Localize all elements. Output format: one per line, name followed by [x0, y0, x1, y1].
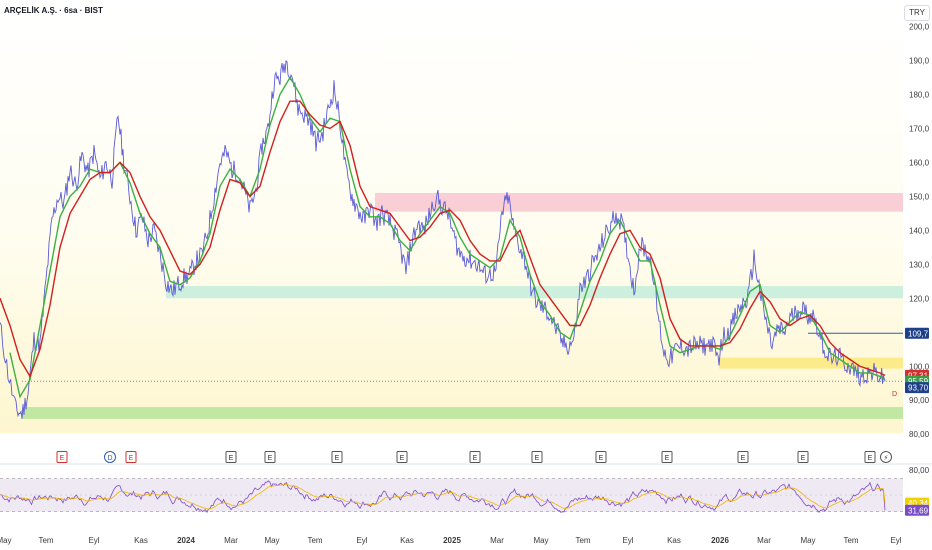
event-marker-label: ⚡: [884, 454, 889, 462]
x-tick-label: Kas: [400, 536, 414, 545]
x-tick-label: Mar: [490, 536, 504, 545]
event-marker: [864, 451, 876, 463]
y-tick-label: 100,0: [909, 362, 930, 371]
x-tick-label: May: [533, 536, 548, 545]
y-tick-label: 130,0: [909, 260, 930, 269]
time-axis[interactable]: May Tem Eyl Kas 2024 Mar May Tem Eyl Kas 2025 Mar Ma…: [0, 536, 902, 545]
event-marker: [125, 451, 137, 463]
event-marker-label: E: [473, 455, 478, 462]
x-tick-label: Tem: [843, 536, 858, 545]
rsi-y-tick-label: 80,00: [909, 466, 930, 475]
y-tick-label: 200,0: [909, 22, 930, 31]
y-tick-label: 150,0: [909, 192, 930, 201]
x-tick-label: 2024: [177, 536, 195, 545]
x-tick-label: Tem: [307, 536, 322, 545]
price-tag-label: 93,70: [908, 384, 929, 393]
event-marker-label: E: [665, 455, 670, 462]
event-marker-label: E: [129, 455, 134, 462]
event-marker: [469, 451, 481, 463]
event-marker: [531, 451, 543, 463]
y-tick-label: 80,00: [909, 430, 930, 439]
price-line: [0, 60, 886, 419]
x-tick-label: Tem: [38, 536, 53, 545]
y-tick-label: 140,0: [909, 226, 930, 235]
event-marker-label: D: [107, 455, 112, 462]
moving-averages-layer: [0, 76, 886, 399]
y-tick-label: 160,0: [909, 158, 930, 167]
event-marker: [595, 451, 607, 463]
price-tag-label: 109,7: [908, 329, 929, 338]
event-marker-label: E: [599, 455, 604, 462]
support-zone-85: [22, 407, 903, 419]
rsi-tag-label: 40,34: [908, 499, 929, 508]
x-tick-label: Kas: [134, 536, 148, 545]
x-tick-label: May: [800, 536, 815, 545]
y-tick-label: 180,0: [909, 90, 930, 99]
event-marker-label: E: [268, 455, 273, 462]
event-marker-label: E: [868, 455, 873, 462]
support-zone-100: [719, 357, 903, 369]
chart-title: ARÇELİK A.Ş. · 6sa · BIST: [4, 6, 103, 15]
y-tick-label: 190,0: [909, 56, 930, 65]
event-marker: [331, 451, 343, 463]
event-marker: [104, 451, 116, 463]
rsi-tag: [905, 504, 929, 516]
event-marker-label: E: [229, 455, 234, 462]
price-tag-label: 95,59: [908, 377, 929, 386]
event-marker-label: E: [741, 455, 746, 462]
price-tag: [905, 327, 929, 339]
event-marker: [737, 451, 749, 463]
event-marker: [661, 451, 673, 463]
x-tick-label: Kas: [667, 536, 681, 545]
x-tick-label: Eyl: [356, 536, 367, 545]
x-tick-label: Tem: [575, 536, 590, 545]
event-marker: [264, 451, 276, 463]
x-tick-label: 2026: [711, 536, 729, 545]
rsi-ma-line: [0, 483, 886, 510]
y-tick-label: 170,0: [909, 124, 930, 133]
x-tick-label: Mar: [224, 536, 238, 545]
x-tick-label: Eyl: [88, 536, 99, 545]
ma_slow-line: [0, 100, 886, 379]
price-series-layer: [0, 60, 886, 419]
rsi-line: [0, 480, 886, 514]
event-marker: [797, 451, 809, 463]
ma_fast-line: [9, 76, 886, 399]
x-tick-label: Eyl: [622, 536, 633, 545]
event-markers-layer: E D E E E E E E E E E E E E ⚡: [56, 451, 892, 463]
event-marker-label: E: [535, 455, 540, 462]
y-tick-label: 120,0: [909, 294, 930, 303]
y-tick-label: 90,00: [909, 396, 930, 405]
x-tick-label: May: [0, 536, 12, 545]
event-marker: [880, 451, 892, 463]
x-tick-label: Mar: [757, 536, 771, 545]
event-marker: [396, 451, 408, 463]
event-marker: [56, 451, 68, 463]
event-marker-label: E: [400, 455, 405, 462]
price-marker: D: [892, 391, 897, 398]
event-marker: [225, 451, 237, 463]
event-marker-label: E: [60, 455, 65, 462]
x-tick-label: May: [264, 536, 279, 545]
x-tick-label: 2025: [443, 536, 461, 545]
event-marker-label: E: [335, 455, 340, 462]
rsi-tag-label: 31,69: [908, 506, 929, 515]
currency-button[interactable]: TRY: [904, 5, 930, 21]
x-tick-label: Eyl: [890, 536, 901, 545]
price-tag: [905, 382, 929, 394]
event-marker-label: E: [801, 455, 806, 462]
resistance-zone: [375, 192, 903, 212]
